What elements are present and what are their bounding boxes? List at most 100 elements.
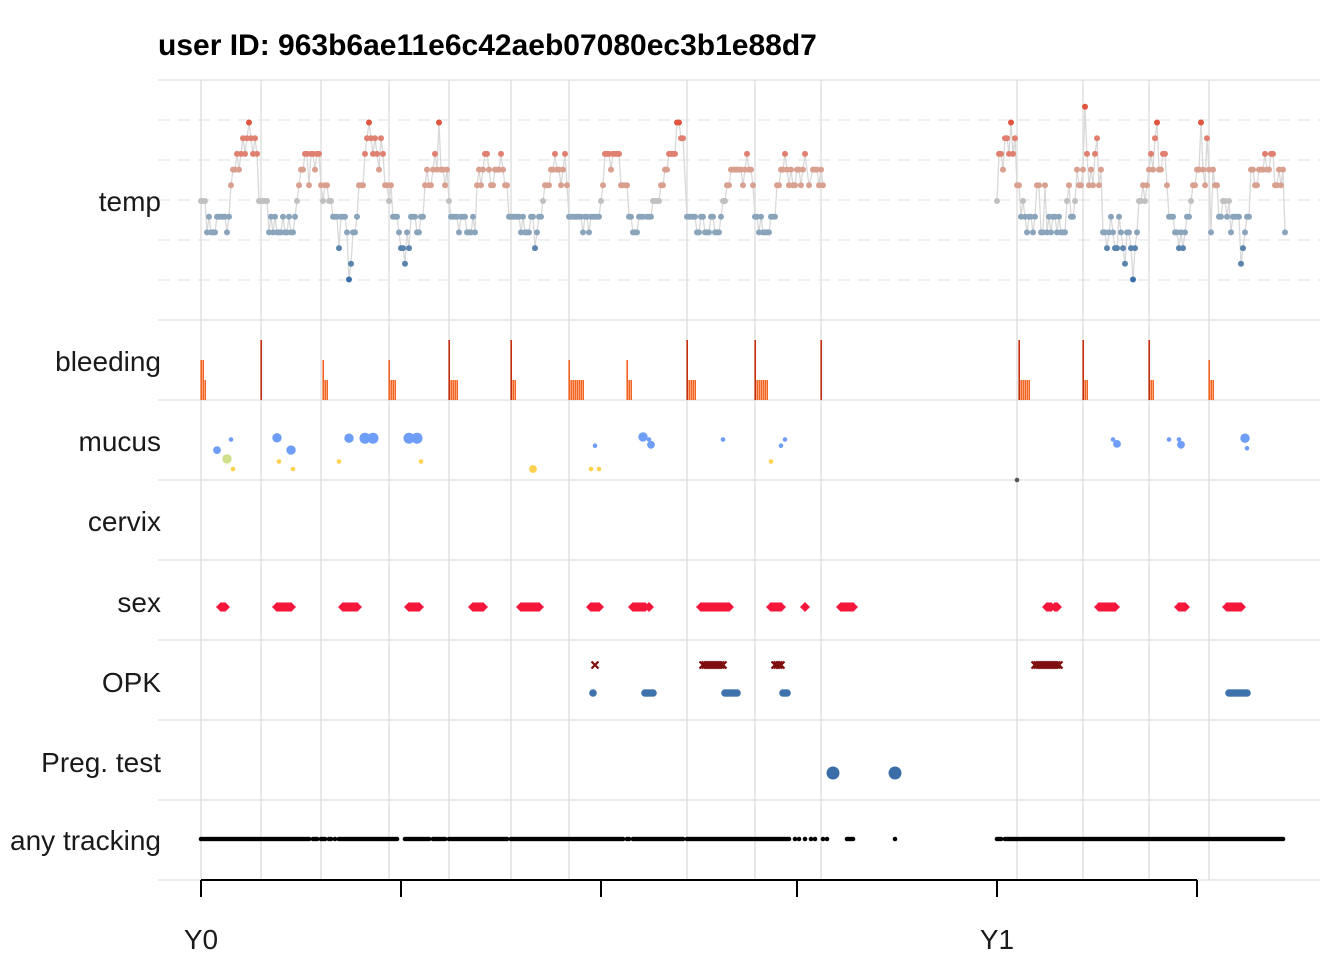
temp-point	[342, 213, 348, 220]
temp-point	[504, 182, 510, 189]
bleeding-bar	[1022, 380, 1024, 400]
tracking-dot	[808, 836, 814, 842]
temp-point	[462, 213, 468, 220]
temp-point	[616, 150, 622, 157]
temp-point	[1084, 150, 1090, 157]
temp-point	[1012, 135, 1018, 142]
temp-point	[1116, 213, 1122, 220]
temp-point	[498, 150, 504, 157]
temp-point	[820, 182, 826, 189]
opk-panel	[589, 660, 1251, 697]
temp-point	[758, 213, 764, 220]
temp-point	[1094, 135, 1100, 142]
temp-point	[530, 213, 536, 220]
sex-marker	[220, 602, 230, 612]
any-tracking-panel	[198, 836, 1286, 842]
temp-point	[254, 150, 260, 157]
temp-point	[660, 182, 666, 189]
opk-positive-marker	[590, 660, 600, 670]
tracking-dot	[306, 836, 312, 842]
temp-point	[1170, 213, 1176, 220]
temp-point	[272, 213, 278, 220]
temp-point	[484, 150, 490, 157]
temp-point	[1042, 182, 1048, 189]
temp-point	[1186, 213, 1192, 220]
temp-point	[428, 182, 434, 189]
bleeding-bar	[576, 380, 578, 400]
opk-negative-marker	[649, 689, 657, 697]
mucus-point	[1166, 437, 1172, 442]
temp-point	[1120, 245, 1126, 252]
mucus-point	[272, 433, 282, 443]
temp-point	[352, 229, 358, 236]
temp-point	[722, 198, 728, 204]
temp-point	[420, 213, 426, 220]
temp-point	[680, 135, 686, 142]
mucus-point	[720, 437, 726, 442]
temp-point	[1200, 166, 1206, 173]
mucus-point	[592, 443, 598, 449]
mucus-point	[276, 459, 282, 464]
temp-point	[1238, 260, 1244, 267]
opk-positive-marker	[1054, 660, 1064, 670]
mucus-point	[596, 466, 602, 472]
temp-point	[1092, 150, 1098, 157]
temp-point	[456, 229, 462, 236]
sex-marker	[724, 602, 734, 612]
tracking-dot	[892, 836, 898, 842]
bleeding-bar	[574, 380, 576, 400]
bleeding-bar	[1024, 380, 1026, 400]
temp-point	[470, 213, 476, 220]
bleeding-bar	[204, 380, 206, 400]
bleeding-bar	[820, 340, 822, 400]
bleeding-bar	[582, 380, 584, 400]
temp-point	[1048, 229, 1054, 236]
temp-point	[538, 213, 544, 220]
mucus-point	[647, 440, 655, 449]
bleeding-bar	[452, 380, 454, 400]
temp-point	[534, 229, 540, 236]
temp-point	[294, 198, 300, 204]
tracking-dot	[998, 836, 1004, 842]
temp-point	[1032, 213, 1038, 220]
row-label: mucus	[79, 426, 161, 457]
temp-point	[290, 229, 296, 236]
tracking-dot	[314, 836, 320, 842]
mucus-point	[1240, 433, 1250, 443]
temp-point	[424, 166, 430, 173]
temp-point	[296, 182, 302, 189]
x-tick-label: Y0	[184, 924, 218, 955]
bleeding-bar	[760, 380, 762, 400]
temp-point	[1110, 229, 1116, 236]
temp-point	[1242, 229, 1248, 236]
temp-point	[432, 150, 438, 157]
temp-point	[1008, 119, 1014, 126]
bleeding-bar	[628, 380, 630, 400]
temp-point	[1122, 260, 1128, 267]
mucus-point	[336, 459, 342, 464]
sex-marker	[776, 602, 786, 612]
temp-point	[1016, 182, 1022, 189]
bleeding-bar	[568, 360, 570, 400]
temp-point	[1218, 213, 1224, 220]
bleeding-bar	[448, 340, 450, 400]
sex-marker	[352, 602, 362, 612]
temp-point	[328, 198, 334, 204]
bleeding-bar	[690, 380, 692, 400]
bleeding-bar	[1086, 380, 1088, 400]
temp-point	[436, 119, 442, 126]
temp-point	[252, 135, 258, 142]
tracking-dot	[442, 836, 448, 842]
temp-point	[1096, 182, 1102, 189]
bleeding-bar	[580, 380, 582, 400]
temp-point	[1280, 166, 1286, 173]
temp-point	[316, 150, 322, 157]
mucus-point	[1014, 477, 1020, 483]
mucus-point	[638, 432, 648, 442]
bleeding-bar	[572, 380, 574, 400]
temp-point	[818, 166, 824, 173]
row-label: any tracking	[10, 825, 161, 856]
opk-positive-marker	[774, 660, 784, 670]
temp-point	[750, 182, 756, 189]
bleeding-bar	[394, 380, 396, 400]
